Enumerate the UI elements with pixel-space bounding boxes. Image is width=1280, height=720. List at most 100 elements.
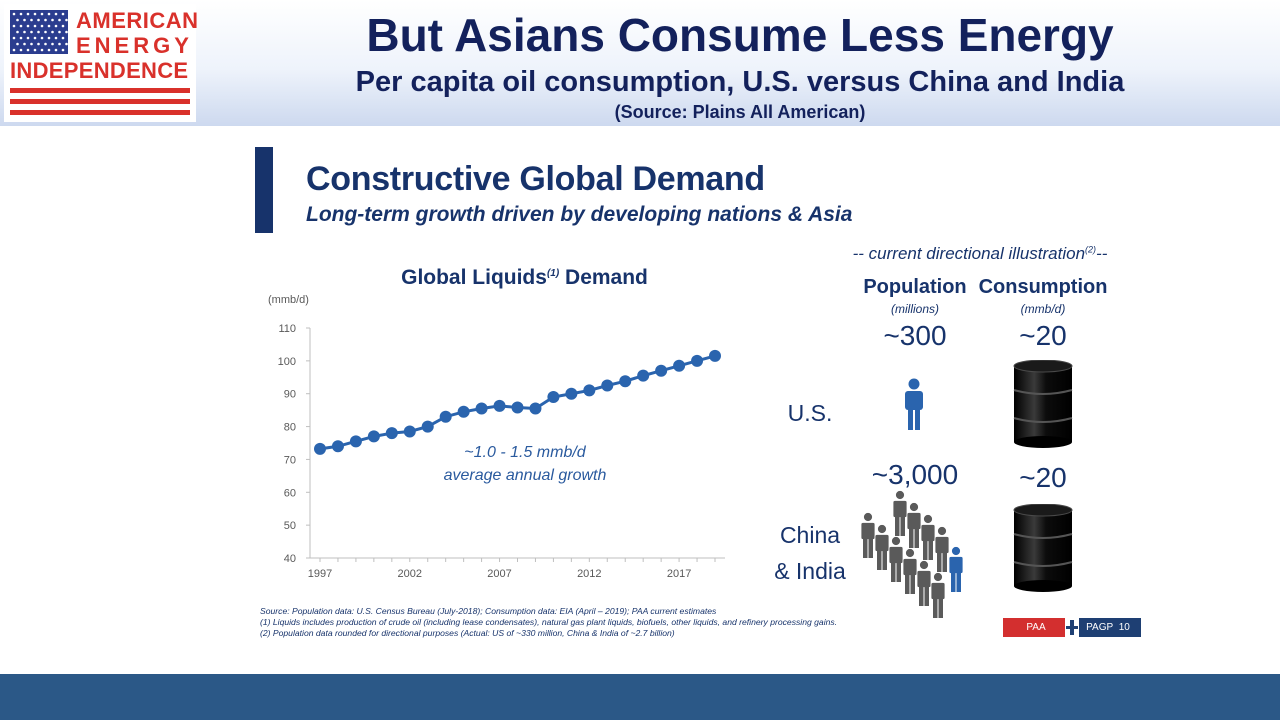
data-point xyxy=(529,402,542,415)
person-head xyxy=(919,560,929,570)
growth-annotation-line-1: ~1.0 - 1.5 mmb/d xyxy=(464,444,586,461)
american-energy-independence-logo: AMERICAN ENERGY INDEPENDENCE xyxy=(4,4,198,122)
person-leg xyxy=(914,528,919,548)
y-tick-label: 60 xyxy=(284,487,296,499)
star xyxy=(23,18,26,22)
person-leg xyxy=(942,552,947,572)
star xyxy=(16,30,19,34)
data-point xyxy=(349,435,362,448)
star xyxy=(47,36,51,40)
pagp-text: PAGP xyxy=(1086,622,1114,633)
x-tick-label: 1997 xyxy=(308,568,332,580)
data-point xyxy=(601,379,614,392)
person-leg xyxy=(924,586,929,606)
star xyxy=(44,18,47,22)
paa-label: PAA xyxy=(1003,618,1069,637)
star xyxy=(61,24,65,28)
data-point xyxy=(619,375,632,388)
person-head xyxy=(933,572,943,582)
star xyxy=(40,48,44,52)
consumption-header: Consumption xyxy=(978,276,1108,298)
population-header: Population xyxy=(863,276,967,298)
slide-subtitle: Long-term growth driven by developing na… xyxy=(306,203,853,226)
us-label: U.S. xyxy=(787,400,833,426)
person-head xyxy=(909,502,919,512)
person-leg xyxy=(933,598,938,618)
y-tick-label: 40 xyxy=(284,553,296,565)
star xyxy=(54,24,58,28)
star xyxy=(58,18,61,22)
star xyxy=(12,12,16,16)
oil-barrel-icon xyxy=(1013,360,1073,448)
star xyxy=(19,36,23,40)
y-tick-label: 80 xyxy=(284,422,296,434)
page-number: 10 xyxy=(1118,622,1130,633)
person-leg xyxy=(923,540,928,560)
slide-title: Constructive Global Demand xyxy=(306,160,765,198)
person-head xyxy=(937,526,947,536)
star xyxy=(51,42,54,46)
star xyxy=(58,42,61,46)
x-tick-label: 2002 xyxy=(398,568,422,580)
person-body xyxy=(948,556,964,574)
y-tick-label: 100 xyxy=(278,356,296,368)
star xyxy=(65,30,68,34)
paa-pagp-footer-tag: PAA PAGP 10 xyxy=(1003,618,1141,637)
footnote-2: (2) Population data rounded for directio… xyxy=(260,628,675,638)
star xyxy=(51,30,54,34)
consumption-unit: (mmb/d) xyxy=(1020,302,1066,316)
chart-title: Global Liquids(1) Demand xyxy=(372,266,677,290)
illustration-caption: -- current directional illustration(2)-- xyxy=(830,244,1130,264)
person-icon xyxy=(906,502,922,548)
person-leg xyxy=(891,562,896,582)
person-icon xyxy=(874,524,890,570)
star xyxy=(37,42,40,46)
person-leg xyxy=(882,550,887,570)
data-point xyxy=(673,359,686,372)
bottom-band xyxy=(0,674,1280,720)
star xyxy=(16,42,19,46)
chart-title-footnote: (1) xyxy=(546,268,560,279)
data-point xyxy=(421,420,434,433)
y-tick-label: 90 xyxy=(284,389,296,401)
logo-stripes xyxy=(10,88,190,116)
star xyxy=(23,42,26,46)
star xyxy=(30,18,33,22)
star xyxy=(12,36,16,40)
star xyxy=(30,42,33,46)
data-point xyxy=(565,387,578,400)
person-leg xyxy=(919,586,924,606)
logo-line-3: INDEPENDENCE xyxy=(10,58,189,83)
star xyxy=(40,12,44,16)
person-leg xyxy=(938,598,943,618)
star xyxy=(26,36,30,40)
star xyxy=(33,48,37,52)
us-flag-icon xyxy=(10,10,68,54)
person-leg xyxy=(937,552,942,572)
star xyxy=(54,48,58,52)
data-point xyxy=(709,349,721,362)
illustration-caption-end: -- xyxy=(1096,244,1108,263)
star xyxy=(12,48,16,52)
y-axis-label: (mmb/d) xyxy=(268,294,309,306)
person-body xyxy=(906,512,922,530)
header-subtitle: Per capita oil consumption, U.S. versus … xyxy=(355,66,1125,98)
star xyxy=(47,24,51,28)
data-point xyxy=(367,430,380,443)
star xyxy=(61,12,65,16)
person-leg xyxy=(951,572,956,592)
china-india-label: China & India xyxy=(755,517,865,589)
person-icon xyxy=(888,536,904,582)
person-leg xyxy=(896,562,901,582)
star xyxy=(30,30,33,34)
star xyxy=(65,42,68,46)
data-point xyxy=(385,427,398,440)
star xyxy=(26,24,30,28)
person-icon xyxy=(860,512,876,558)
star xyxy=(61,36,65,40)
star xyxy=(44,42,47,46)
x-tick-label: 2012 xyxy=(577,568,601,580)
data-point xyxy=(547,391,560,403)
pagp-label: PAGP 10 xyxy=(1075,618,1141,637)
person-icon xyxy=(948,546,964,592)
